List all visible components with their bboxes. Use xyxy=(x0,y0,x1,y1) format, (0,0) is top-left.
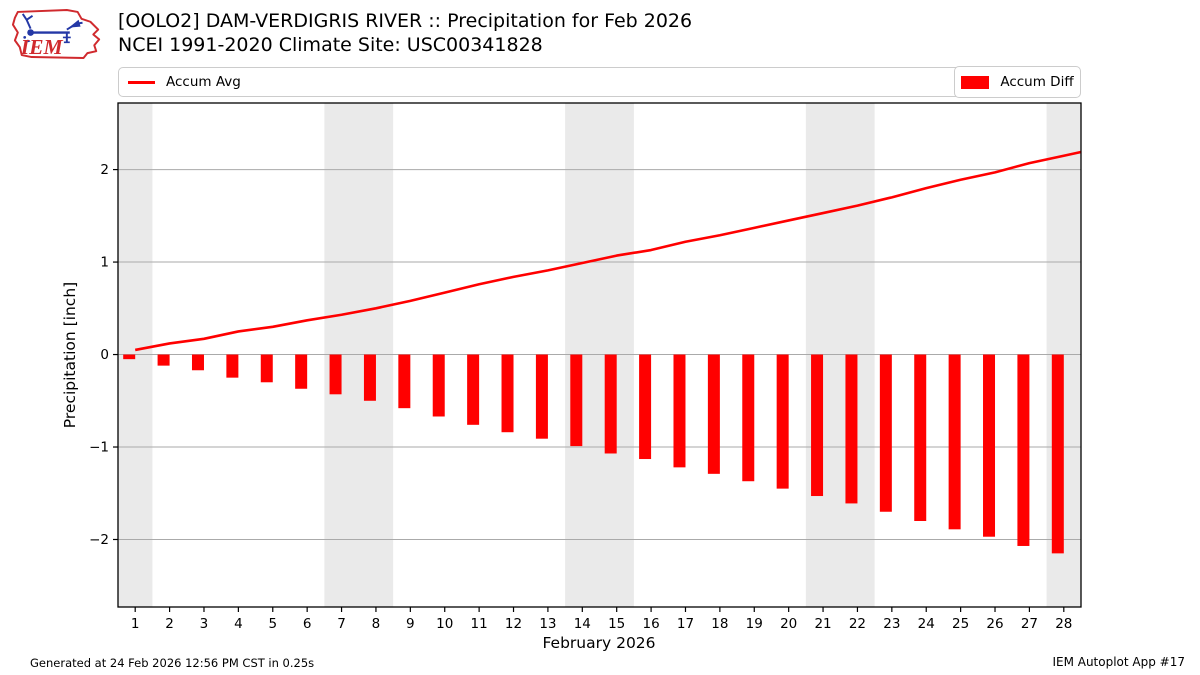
x-tick-label-3: 3 xyxy=(200,616,209,632)
x-tick-label-12: 12 xyxy=(505,616,522,632)
x-tick-label-19: 19 xyxy=(746,616,763,632)
accum-diff-bar-day-6 xyxy=(295,354,308,389)
x-tick-label-1: 1 xyxy=(131,616,140,632)
x-tick-label-25: 25 xyxy=(952,616,969,632)
x-tick-label-17: 17 xyxy=(677,616,694,632)
accum-diff-bar-day-24 xyxy=(914,354,927,521)
iem-logo: IEM xyxy=(11,9,101,59)
accum-diff-bar-day-15 xyxy=(604,354,617,454)
x-axis-label: February 2026 xyxy=(542,634,656,652)
accum-diff-bar-day-11 xyxy=(467,354,480,425)
accum-diff-bar-day-22 xyxy=(845,354,858,504)
x-tick-label-2: 2 xyxy=(165,616,174,632)
x-tick-label-7: 7 xyxy=(337,616,346,632)
x-tick-label-21: 21 xyxy=(814,616,831,632)
accum-avg-line xyxy=(134,150,1082,352)
x-tick-label-16: 16 xyxy=(642,616,659,632)
x-tick-label-22: 22 xyxy=(849,616,866,632)
accum-diff-bar-day-14 xyxy=(570,354,583,447)
y-tick-label-0: 0 xyxy=(100,347,109,363)
accum-diff-bar-day-28 xyxy=(1051,354,1064,554)
y-axis-label: Precipitation [inch] xyxy=(61,281,79,429)
accum-diff-bar-day-21 xyxy=(811,354,824,497)
accum-diff-bar-day-19 xyxy=(742,354,755,482)
x-tick-label-5: 5 xyxy=(268,616,277,632)
accum-diff-bar-day-2 xyxy=(157,354,170,366)
accum-diff-bar-swatch-icon xyxy=(961,75,990,89)
x-tick-label-14: 14 xyxy=(574,616,591,632)
accum-diff-bar-day-13 xyxy=(535,354,548,439)
accum-diff-bar-day-16 xyxy=(639,354,652,460)
page-title: [OOLO2] DAM-VERDIGRIS RIVER :: Precipita… xyxy=(118,10,693,32)
y-tick-label-2: 2 xyxy=(100,162,109,178)
page-subtitle: NCEI 1991-2020 Climate Site: USC00341828 xyxy=(118,34,543,56)
x-tick-label-10: 10 xyxy=(436,616,453,632)
iem-logo-text: IEM xyxy=(20,35,64,59)
accum-avg-line-swatch-icon xyxy=(128,80,155,84)
x-tick-label-9: 9 xyxy=(406,616,415,632)
x-tick-label-20: 20 xyxy=(780,616,797,632)
x-tick-label-27: 27 xyxy=(1021,616,1038,632)
accum-diff-legend-label: Accum Diff xyxy=(1000,74,1074,90)
accum-diff-bar-day-10 xyxy=(432,354,445,417)
title-block: [OOLO2] DAM-VERDIGRIS RIVER :: Precipita… xyxy=(118,9,692,57)
accum-avg-legend-label: Accum Avg xyxy=(166,74,241,90)
accum-diff-bar-day-12 xyxy=(501,354,514,433)
accum-diff-bar-day-27 xyxy=(1017,354,1030,546)
y-tick-label-1: 1 xyxy=(100,255,109,271)
accum-diff-bar-day-5 xyxy=(260,354,273,383)
x-tick-label-13: 13 xyxy=(539,616,556,632)
accum-diff-bar-day-23 xyxy=(879,354,892,512)
accum-diff-bar-day-7 xyxy=(329,354,342,395)
x-tick-label-26: 26 xyxy=(986,616,1003,632)
x-tick-label-6: 6 xyxy=(303,616,312,632)
y-tick-label--1: −1 xyxy=(89,440,109,456)
accum-diff-bar-day-3 xyxy=(191,354,204,371)
y-tick-label--2: −2 xyxy=(89,532,109,548)
accum-diff-bar-day-26 xyxy=(983,354,996,537)
x-tick-label-28: 28 xyxy=(1055,616,1072,632)
x-tick-label-11: 11 xyxy=(471,616,488,632)
x-tick-label-18: 18 xyxy=(711,616,728,632)
accum-diff-bar-day-20 xyxy=(776,354,789,489)
accum-diff-bar-day-25 xyxy=(948,354,961,530)
x-tick-label-23: 23 xyxy=(883,616,900,632)
footer-generated-text: Generated at 24 Feb 2026 12:56 PM CST in… xyxy=(30,656,315,670)
accum-diff-bar-day-4 xyxy=(226,354,239,378)
footer-app-text: IEM Autoplot App #17 xyxy=(1052,655,1185,669)
accum-diff-bar-day-8 xyxy=(363,354,376,401)
x-tick-label-8: 8 xyxy=(372,616,381,632)
legend-accum-avg: Accum Avg xyxy=(118,67,1081,97)
accum-diff-bar-day-9 xyxy=(398,354,411,409)
accum-diff-bar-day-18 xyxy=(707,354,720,474)
x-tick-label-15: 15 xyxy=(608,616,625,632)
weather-vane-icon xyxy=(21,13,83,44)
accum-diff-bar-day-1 xyxy=(123,354,136,360)
legend-accum-diff: Accum Diff xyxy=(954,66,1081,98)
accum-diff-bar-day-17 xyxy=(673,354,686,468)
x-tick-label-4: 4 xyxy=(234,616,243,632)
x-tick-label-24: 24 xyxy=(918,616,935,632)
